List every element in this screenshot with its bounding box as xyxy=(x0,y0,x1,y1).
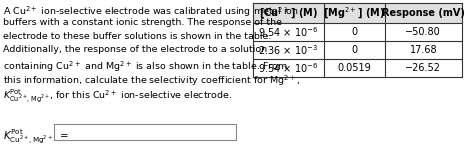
Text: this information, calculate the selectivity coefficient for Mg$^{2+}$,: this information, calculate the selectiv… xyxy=(3,73,300,88)
Text: 0: 0 xyxy=(351,45,357,55)
Text: buffers with a constant ionic strength. The response of the: buffers with a constant ionic strength. … xyxy=(3,18,282,27)
Text: Additionally, the response of the electrode to a solution: Additionally, the response of the electr… xyxy=(3,45,267,54)
Text: containing Cu$^{2+}$ and Mg$^{2+}$ is also shown in the table. From: containing Cu$^{2+}$ and Mg$^{2+}$ is al… xyxy=(3,59,288,74)
Text: 9.54 × 10$^{-6}$: 9.54 × 10$^{-6}$ xyxy=(258,61,319,75)
Text: $K^{\mathrm{Pot}}_{\mathrm{Cu^{2+},Mg^{2+}}}$  =: $K^{\mathrm{Pot}}_{\mathrm{Cu^{2+},Mg^{2… xyxy=(3,128,68,146)
Text: −26.52: −26.52 xyxy=(405,63,441,73)
Text: $K^{\mathrm{Pot}}_{\mathrm{Cu^{2+},Mg^{2+}}}$, for this Cu$^{2+}$ ion-selective : $K^{\mathrm{Pot}}_{\mathrm{Cu^{2+},Mg^{2… xyxy=(3,87,232,103)
Text: 17.68: 17.68 xyxy=(410,45,437,55)
Text: 0: 0 xyxy=(351,27,357,37)
Text: 2.36 × 10$^{-3}$: 2.36 × 10$^{-3}$ xyxy=(258,43,319,57)
Text: [Mg$^{2+}$] (M): [Mg$^{2+}$] (M) xyxy=(323,5,385,21)
Text: −50.80: −50.80 xyxy=(405,27,441,37)
Text: A Cu$^{2+}$ ion-selective electrode was calibrated using metal ion: A Cu$^{2+}$ ion-selective electrode was … xyxy=(3,4,299,19)
Text: Response (mV): Response (mV) xyxy=(382,8,465,18)
Bar xyxy=(54,124,236,140)
Text: [Cu$^{2+}$] (M): [Cu$^{2+}$] (M) xyxy=(259,5,318,21)
Text: 9.54 × 10$^{-6}$: 9.54 × 10$^{-6}$ xyxy=(258,25,319,39)
Bar xyxy=(253,3,462,23)
Text: electrode to these buffer solutions is shown in the table.: electrode to these buffer solutions is s… xyxy=(3,32,271,41)
Text: 0.0519: 0.0519 xyxy=(337,63,371,73)
